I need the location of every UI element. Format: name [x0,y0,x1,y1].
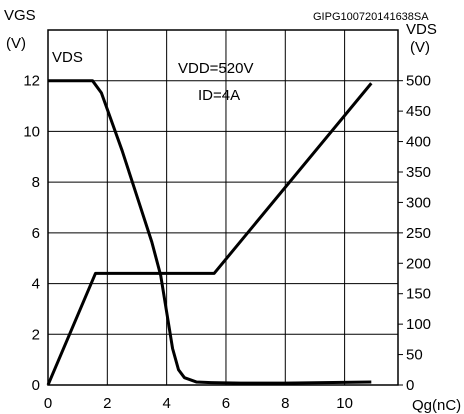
x-tick-label: 10 [336,395,353,412]
left-tick-label: 8 [32,174,40,191]
x-tick-label: 8 [281,395,289,412]
x-tick-label: 0 [44,395,52,412]
right-axis-ticks: 0 50 100 150 200 250 300 350 400 450 500 [398,73,431,394]
series-vgs-line [46,82,373,386]
x-tick-label: 2 [103,395,111,412]
x-axis-label: Qg(nC) [412,397,461,414]
right-tick-label: 50 [406,347,423,364]
series-vds-line [48,79,372,385]
right-axis-label: VDS [406,21,437,38]
right-tick-label: 500 [406,73,431,90]
x-tick-label: 6 [222,395,230,412]
left-axis-ticks: 0 2 4 6 8 10 12 [23,73,40,394]
left-axis-label: VGS [4,7,36,24]
right-tick-label: 0 [406,377,414,394]
id-annotation: ID=4A [198,87,240,104]
vds-curve-label: VDS [52,49,83,66]
grid [48,30,398,385]
left-axis-unit: (V) [6,35,26,52]
plot-frame [47,29,399,386]
right-tick-label: 100 [406,316,431,333]
vdd-annotation: VDD=520V [178,60,253,77]
left-tick-label: 6 [32,225,40,242]
right-tick-label: 250 [406,225,431,242]
right-axis-unit: (V) [410,39,430,56]
x-tick-label: 4 [162,395,170,412]
right-tick-label: 350 [406,164,431,181]
right-tick-label: 200 [406,255,431,272]
right-tick-label: 150 [406,286,431,303]
x-axis-ticks: 0 2 4 6 8 10 [44,395,353,412]
right-tick-label: 450 [406,103,431,120]
right-tick-label: 400 [406,134,431,151]
left-tick-label: 0 [32,377,40,394]
right-tick-label: 300 [406,194,431,211]
figure-code: GIPG100720141638SA [313,11,429,23]
left-tick-label: 10 [23,123,40,140]
left-tick-label: 12 [23,73,40,90]
left-tick-label: 4 [32,276,40,293]
left-tick-label: 2 [32,326,40,343]
